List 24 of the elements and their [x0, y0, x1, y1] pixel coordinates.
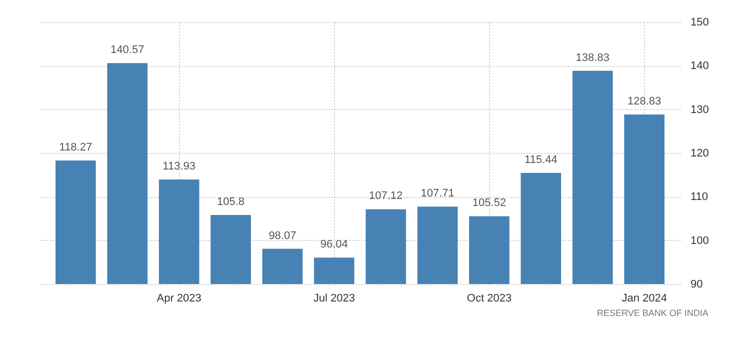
y-tick-label: 120: [690, 148, 709, 160]
y-tick-label: 110: [690, 191, 708, 204]
data-label: 118.27: [59, 142, 92, 154]
data-label: 96.04: [320, 238, 348, 251]
data-label: 107.71: [420, 188, 454, 200]
x-tick-label: Jan 2024: [622, 292, 667, 304]
y-tick-label: 90: [690, 278, 703, 290]
data-label: 138.83: [576, 52, 610, 64]
data-label: 115.44: [524, 154, 558, 166]
x-tick-label: Apr 2023: [156, 292, 202, 304]
data-label: 128.83: [628, 95, 662, 108]
data-label: 105.8: [216, 196, 245, 208]
data-label: 105.52: [472, 197, 506, 210]
y-tick-label: 150: [690, 16, 709, 28]
text: RESERVE BANK OF INDIA: [596, 308, 708, 318]
data-label: 140.57: [110, 44, 144, 56]
x-tick-label: Jul 2023: [313, 292, 355, 304]
x-tick-label: Oct 2023: [466, 292, 512, 304]
y-tick-label: 130: [690, 104, 709, 116]
data-label: 113.93: [162, 160, 196, 173]
y-tick-label: 100: [690, 234, 709, 247]
y-tick-label: 140: [690, 60, 709, 72]
data-label: 107.12: [369, 190, 403, 202]
data-label: 98.07: [268, 230, 296, 242]
